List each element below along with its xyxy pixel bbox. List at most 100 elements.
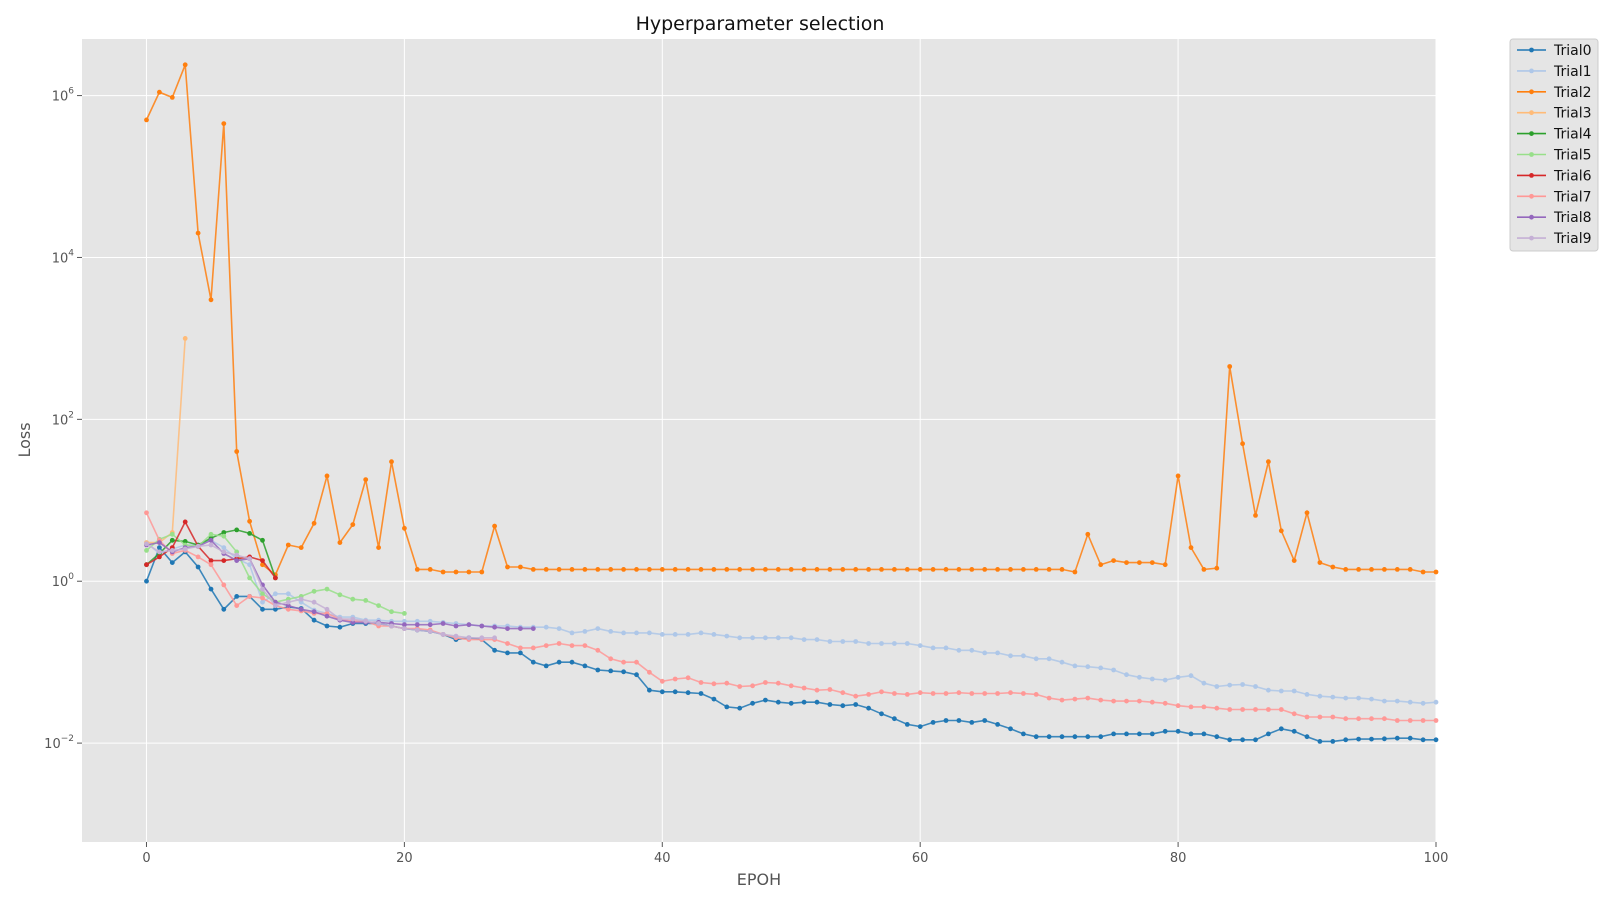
data-point: [492, 523, 497, 529]
data-point: [492, 624, 497, 630]
data-point: [904, 641, 910, 646]
data-point: [311, 520, 317, 526]
data-point: [1330, 714, 1336, 720]
data-point: [311, 588, 317, 594]
data-point: [402, 618, 407, 624]
data-point: [866, 567, 871, 572]
data-point: [1059, 659, 1065, 665]
data-point: [750, 700, 755, 706]
data-point: [1382, 716, 1387, 722]
data-point: [879, 641, 884, 646]
data-point: [1175, 473, 1181, 479]
data-point: [1369, 716, 1374, 722]
data-point: [943, 718, 949, 723]
data-point: [814, 567, 820, 572]
data-point: [866, 705, 871, 711]
data-point: [1098, 734, 1104, 740]
data-point: [621, 630, 626, 636]
legend-label: Trial6: [1553, 168, 1592, 184]
data-point: [1214, 705, 1220, 711]
data-point: [1317, 739, 1323, 744]
data-point: [1201, 731, 1207, 737]
data-point: [1407, 735, 1413, 741]
data-point: [659, 678, 665, 684]
data-point: [427, 618, 433, 624]
data-point: [621, 669, 626, 675]
x-tick-label: 20: [396, 851, 413, 866]
series-trial9: [144, 541, 497, 641]
data-point: [1214, 684, 1220, 689]
data-point: [582, 629, 588, 634]
data-point: [324, 606, 330, 612]
data-point: [1433, 569, 1439, 575]
data-point: [350, 522, 356, 527]
data-point: [1033, 734, 1039, 740]
legend-marker: [1529, 235, 1534, 241]
data-point: [1343, 737, 1349, 743]
data-point: [879, 689, 884, 695]
data-point: [1021, 691, 1026, 696]
x-tick-label: 40: [654, 851, 671, 866]
data-point: [427, 622, 433, 628]
data-point: [1240, 707, 1245, 712]
data-point: [195, 554, 201, 560]
data-point: [1137, 698, 1142, 704]
data-point: [685, 690, 691, 696]
grid: [82, 39, 1437, 842]
data-point: [402, 622, 407, 628]
data-point: [1098, 665, 1104, 671]
data-point: [518, 645, 523, 651]
data-point: [530, 645, 536, 651]
data-point: [698, 567, 704, 572]
data-point: [969, 647, 975, 653]
data-point: [608, 567, 614, 572]
data-point: [917, 690, 923, 696]
data-point: [337, 624, 343, 630]
data-point: [750, 683, 755, 689]
data-point: [647, 669, 652, 675]
data-point: [1356, 716, 1361, 722]
legend-marker: [1529, 110, 1534, 116]
legend-label: Trial2: [1553, 85, 1592, 101]
plot-area: [82, 39, 1436, 842]
data-point: [763, 697, 768, 703]
data-point: [414, 567, 420, 572]
data-point: [144, 510, 149, 516]
data-point: [1072, 569, 1078, 575]
data-point: [1356, 736, 1361, 742]
y-tick-label: 10−2: [44, 734, 74, 752]
data-point: [1008, 726, 1013, 732]
data-point: [995, 567, 1000, 572]
data-point: [1227, 364, 1233, 369]
legend-marker: [1529, 47, 1534, 53]
data-point: [427, 567, 433, 572]
data-point: [647, 567, 652, 572]
data-point: [234, 594, 240, 599]
data-point: [982, 650, 988, 656]
data-point: [440, 621, 446, 626]
data-point: [1149, 699, 1155, 705]
data-point: [1008, 567, 1013, 572]
data-point: [1343, 716, 1349, 722]
data-point: [530, 626, 536, 631]
data-point: [247, 518, 253, 524]
data-point: [1111, 731, 1116, 737]
data-point: [530, 567, 536, 572]
data-point: [672, 689, 678, 695]
data-point: [505, 626, 510, 631]
data-point: [853, 702, 859, 707]
data-point: [1098, 562, 1104, 568]
data-point: [1317, 560, 1323, 565]
data-point: [208, 537, 214, 543]
data-point: [1253, 737, 1258, 743]
data-point: [1253, 513, 1258, 518]
data-point: [479, 623, 485, 629]
data-point: [234, 527, 240, 533]
data-point: [221, 121, 227, 126]
data-point: [582, 567, 588, 572]
data-point: [414, 622, 420, 628]
data-point: [298, 606, 304, 612]
y-tick-label: 100: [52, 572, 75, 590]
data-point: [311, 599, 317, 605]
